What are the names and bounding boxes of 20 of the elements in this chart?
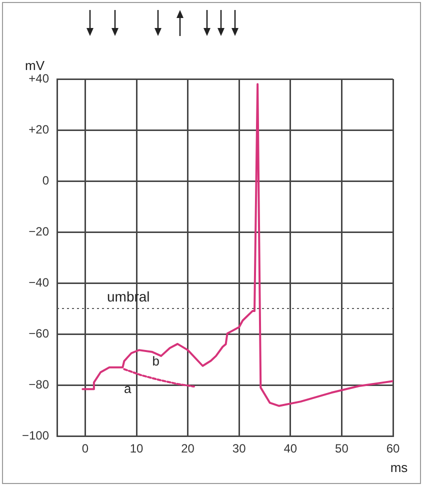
x-tick-label: 0 <box>82 442 89 456</box>
x-tick-label: 40 <box>284 442 298 456</box>
x-tick-label: 50 <box>335 442 349 456</box>
x-axis-title: ms <box>390 460 408 476</box>
y-tick-label: +20 <box>28 122 50 136</box>
x-tick-label: 60 <box>386 442 400 456</box>
y-tick-label: −20 <box>28 224 50 238</box>
y-tick-label: −40 <box>28 275 50 290</box>
y-tick-label: −60 <box>28 326 50 340</box>
line-series <box>123 368 195 388</box>
annotation: a <box>124 380 132 396</box>
annotation: b <box>152 354 160 369</box>
x-tick-label: 20 <box>181 442 195 456</box>
y-axis-title: mV <box>25 58 45 74</box>
x-tick-label: 30 <box>232 442 246 456</box>
y-tick-label: −80 <box>28 377 50 392</box>
x-tick-label: 10 <box>130 442 144 456</box>
y-tick-label: −100 <box>22 428 50 442</box>
y-tick-label: 0 <box>42 173 50 188</box>
y-tick-label: +40 <box>28 71 50 86</box>
